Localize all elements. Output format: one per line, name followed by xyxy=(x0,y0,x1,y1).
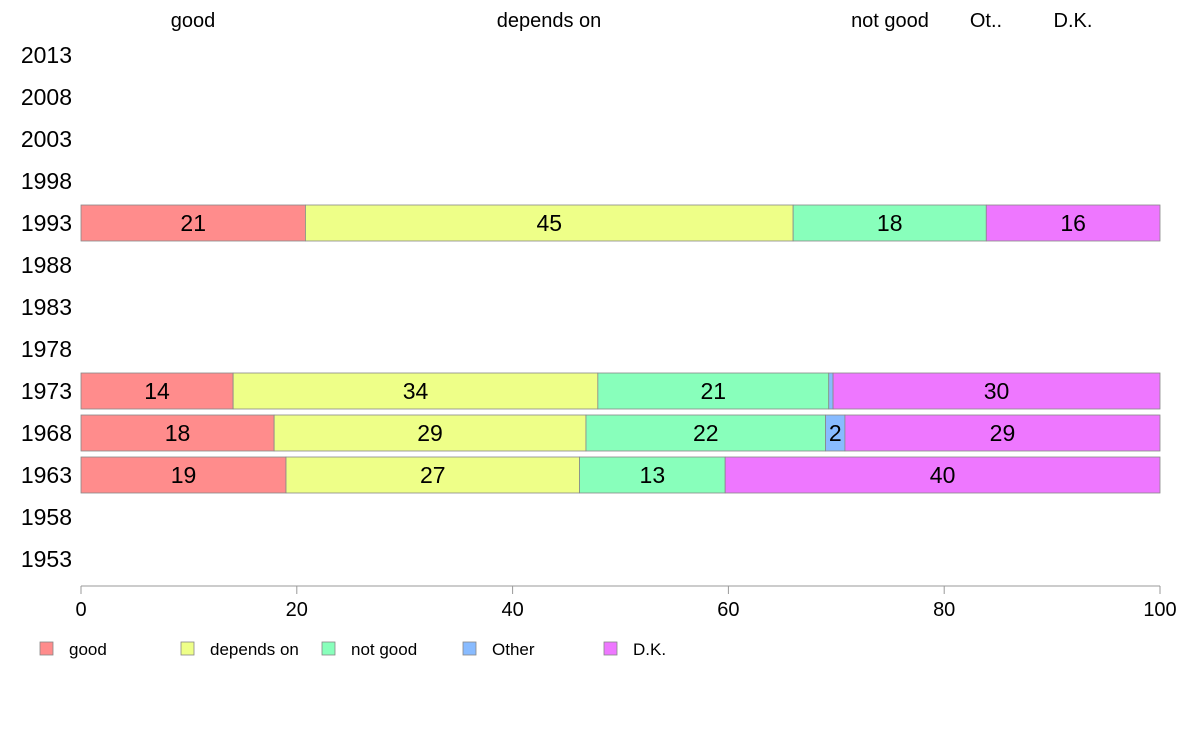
legend-label: D.K. xyxy=(633,640,666,659)
bar-value-label: 21 xyxy=(180,210,206,236)
bar-segment xyxy=(80,372,234,410)
bar-segment xyxy=(985,204,1161,242)
bar-value-label: 14 xyxy=(144,378,170,404)
bar-value-label: 40 xyxy=(930,462,956,488)
bar-segment xyxy=(80,204,306,242)
legend: good depends on not good Other D.K. xyxy=(39,640,666,659)
x-tick-label: 0 xyxy=(75,599,86,621)
year-label: 1963 xyxy=(21,462,72,488)
bar-segment xyxy=(232,372,599,410)
year-label: 1968 xyxy=(21,420,72,446)
bar-value-label: 21 xyxy=(700,378,726,404)
bar-segment xyxy=(80,456,287,494)
year-label: 1993 xyxy=(21,210,72,236)
legend-swatch xyxy=(39,641,54,656)
x-tick-label: 100 xyxy=(1143,599,1176,621)
year-label: 2003 xyxy=(21,126,72,152)
bar-value-label: 34 xyxy=(403,378,429,404)
legend-swatch xyxy=(603,641,618,656)
bar-value-label: 29 xyxy=(417,420,443,446)
year-label: 1958 xyxy=(21,504,72,530)
bar-value-label: 13 xyxy=(640,462,666,488)
year-label: 1973 xyxy=(21,378,72,404)
bar-segment xyxy=(80,414,275,452)
top-label-2: not good xyxy=(851,10,929,32)
bar-value-label: 29 xyxy=(990,420,1016,446)
bar-segment xyxy=(597,372,830,410)
x-tick-label: 20 xyxy=(286,599,308,621)
bar-value-label: 2 xyxy=(829,420,842,446)
year-label: 2013 xyxy=(21,42,72,68)
x-tick-label: 40 xyxy=(501,599,523,621)
top-label-4: D.K. xyxy=(1054,10,1093,32)
legend-swatch xyxy=(180,641,195,656)
bar-value-label: 27 xyxy=(420,462,446,488)
year-label: 1953 xyxy=(21,546,72,572)
top-labels: good depends on not good Ot.. D.K. xyxy=(171,10,1093,32)
bar-value-label: 18 xyxy=(877,210,903,236)
legend-swatch xyxy=(321,641,336,656)
bar-segment xyxy=(579,456,726,494)
year-labels: 2013 2008 2003 1998 1993 1988 1983 1978 1973 1968… xyxy=(21,42,72,572)
bar-value-label: 18 xyxy=(165,420,191,446)
top-label-0: good xyxy=(171,10,216,32)
year-label: 2008 xyxy=(21,84,72,110)
bar-segment xyxy=(273,414,587,452)
legend-label: depends on xyxy=(210,640,299,659)
top-label-3: Ot.. xyxy=(970,10,1002,32)
bar-segment xyxy=(828,372,834,410)
bar-segment xyxy=(844,414,1161,452)
x-tick-label: 60 xyxy=(717,599,739,621)
bar-value-label: 45 xyxy=(536,210,562,236)
bar-segment xyxy=(792,204,987,242)
bar-value-label: 16 xyxy=(1060,210,1086,236)
legend-swatch xyxy=(462,641,477,656)
bar-segment xyxy=(724,456,1161,494)
year-label: 1998 xyxy=(21,168,72,194)
legend-label: not good xyxy=(351,640,417,659)
x-axis: 0 20 40 60 80 100 xyxy=(75,585,1177,621)
bar-value-label: 30 xyxy=(984,378,1010,404)
bar-value-label: 19 xyxy=(171,462,197,488)
x-tick-label: 80 xyxy=(933,599,955,621)
top-label-1: depends on xyxy=(497,10,602,32)
year-label: 1988 xyxy=(21,252,72,278)
legend-label: good xyxy=(69,640,107,659)
legend-label: Other xyxy=(492,640,535,659)
bar-segment xyxy=(285,456,580,494)
bar-segment xyxy=(832,372,1161,410)
year-label: 1978 xyxy=(21,336,72,362)
bar-segment xyxy=(305,204,794,242)
year-label: 1983 xyxy=(21,294,72,320)
bar-value-label: 22 xyxy=(693,420,719,446)
